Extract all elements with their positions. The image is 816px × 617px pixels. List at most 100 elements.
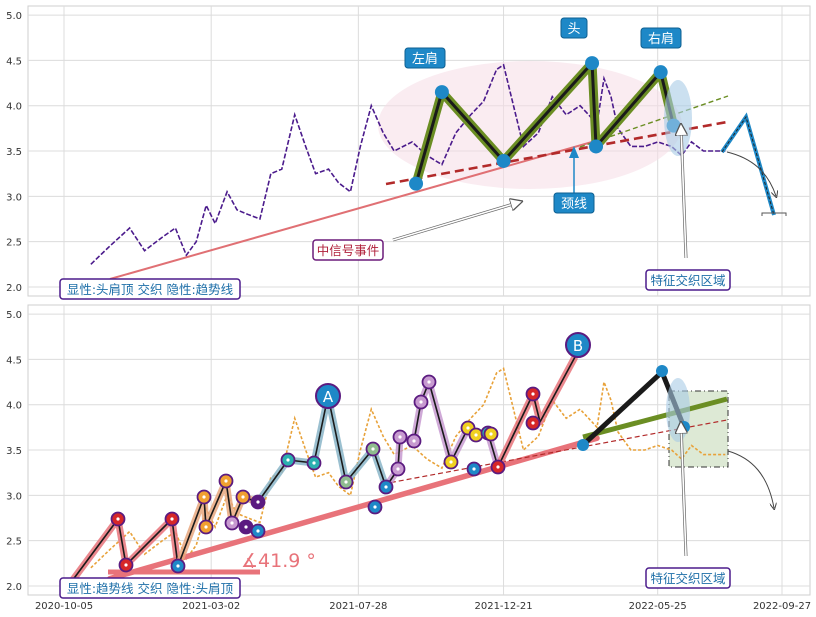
x-tick-3: 2021-12-21	[474, 601, 532, 612]
angle-label: ∡41.9 °	[241, 550, 316, 572]
top-footer-label: 显性:头肩顶 交织 隐性:趋势线	[59, 278, 241, 300]
x-tick-5: 2022-09-27	[753, 601, 811, 612]
bottom-pivot-1	[577, 439, 589, 451]
y-tick-6: 5.0	[6, 11, 22, 22]
y-tick-6: 5.0	[6, 310, 22, 321]
bottom-y-tick-labels: 2.0 2.5 3.0 3.5 4.0 4.5 5.0	[6, 310, 22, 593]
note-marker-dot-29	[496, 465, 500, 469]
note-marker-dot-11	[256, 529, 260, 533]
note-marker-dot-7	[230, 521, 234, 525]
note-marker-dot-5	[204, 525, 208, 529]
right-shoulder-highlight	[664, 80, 692, 156]
feature-region-label-bottom: 特征交织区域	[645, 567, 731, 589]
trendline-main	[106, 435, 600, 582]
bottom-footer-label: 显性:趋势线 交织 隐性:头肩顶	[59, 577, 241, 599]
svg-text:右肩: 右肩	[648, 31, 674, 47]
pivot-point-1	[434, 85, 449, 100]
svg-text:显性:趋势线 交织 隐性:头肩顶: 显性:趋势线 交织 隐性:头肩顶	[67, 581, 234, 596]
x-tick-4: 2022-05-25	[629, 601, 687, 612]
note-marker-dot-22	[427, 380, 431, 384]
note-marker-dot-31	[531, 421, 535, 425]
pattern-highlight-ellipse	[378, 61, 682, 189]
projection-target-bracket	[761, 212, 787, 216]
pivot-point-2	[496, 153, 511, 168]
pivot-point-3	[585, 56, 600, 71]
svg-text:显性:头肩顶 交织 隐性:趋势线: 显性:头肩顶 交织 隐性:趋势线	[67, 282, 234, 297]
note-marker-dot-19	[398, 435, 402, 439]
note-marker-dot-4	[202, 495, 206, 499]
note-marker-dot-3	[176, 564, 180, 568]
y-tick-5: 4.5	[6, 355, 22, 366]
svg-text:A: A	[323, 388, 334, 406]
bottom-pivot-2	[656, 365, 668, 377]
x-tick-2: 2021-07-28	[329, 601, 387, 612]
note-marker-dot-27	[472, 467, 476, 471]
top-y-tick-labels: 2.0 2.5 3.0 3.5 4.0 4.5 5.0	[6, 11, 22, 294]
y-tick-3: 3.5	[6, 446, 22, 457]
note-marker-dot-13	[312, 461, 316, 465]
note-marker-dot-16	[373, 505, 377, 509]
note-marker-dot-1	[124, 563, 128, 567]
y-tick-5: 4.5	[6, 56, 22, 67]
note-marker-dot-24	[466, 426, 470, 430]
signal-event-label: 中信号事件	[312, 239, 384, 261]
note-marker-dot-8	[241, 495, 245, 499]
svg-text:颈线: 颈线	[561, 197, 587, 212]
y-tick-0: 2.0	[6, 283, 22, 294]
note-marker-dot-12	[286, 458, 290, 462]
note-marker-dot-14	[344, 480, 348, 484]
x-tick-1: 2021-03-02	[182, 601, 240, 612]
note-marker-dot-20	[412, 439, 416, 443]
y-tick-0: 2.0	[6, 582, 22, 593]
bottom-curved-arrow	[727, 450, 774, 508]
pattern-pivot-points	[409, 56, 681, 191]
green-trend-segment	[582, 396, 728, 440]
note-marker-dot-9	[244, 525, 248, 529]
svg-text:特征交织区域: 特征交织区域	[650, 571, 725, 586]
note-marker-dot-21	[419, 400, 423, 404]
marker-b: B	[565, 332, 591, 358]
note-marker-dot-6	[224, 479, 228, 483]
svg-text:头: 头	[567, 22, 580, 37]
y-tick-4: 4.0	[6, 102, 22, 113]
note-marker-dot-0	[116, 517, 120, 521]
pivot-point-4	[589, 139, 604, 154]
x-tick-0: 2020-10-05	[35, 601, 93, 612]
trend-support-line	[109, 137, 607, 280]
pivot-point-5	[653, 65, 668, 80]
note-marker-dot-17	[384, 485, 388, 489]
feature-region-label-top: 特征交织区域	[645, 269, 731, 291]
svg-text:中信号事件: 中信号事件	[317, 243, 380, 258]
projection-path-core	[721, 115, 775, 216]
y-tick-2: 3.0	[6, 491, 22, 502]
note-marker-dot-2	[170, 517, 174, 521]
note-marker-dot-23	[449, 460, 453, 464]
y-tick-3: 3.5	[6, 147, 22, 158]
y-tick-1: 2.5	[6, 238, 22, 249]
x-tick-labels: 2020-10-05 2021-03-02 2021-07-28 2021-12-21…	[35, 601, 811, 612]
note-marker-dot-18	[396, 467, 400, 471]
pivot-point-0	[409, 176, 424, 191]
note-marker-dot-15	[371, 447, 375, 451]
svg-text:特征交织区域: 特征交织区域	[650, 273, 725, 288]
curved-pointer-arrow	[726, 151, 776, 196]
top-panel: 2.0 2.5 3.0 3.5 4.0 4.5 5.0 左肩 头 右肩	[6, 5, 811, 300]
note-marker-dot-25	[474, 433, 478, 437]
feature-region-arrow-inner	[681, 126, 686, 259]
svg-text:左肩: 左肩	[412, 51, 438, 67]
y-tick-4: 4.0	[6, 401, 22, 412]
bottom-panel: 2.0 2.5 3.0 3.5 4.0 4.5 5.0 2020-10-05 2021-03-…	[6, 304, 811, 612]
bottom-feature-arrow-inner	[681, 424, 686, 557]
note-markers	[110, 374, 541, 574]
wave-segment-core-4	[497, 356, 576, 468]
label-right-shoulder: 右肩	[640, 27, 682, 49]
y-tick-1: 2.5	[6, 537, 22, 548]
note-marker-dot-30	[531, 392, 535, 396]
label-left-shoulder: 左肩	[404, 47, 446, 69]
y-tick-2: 3.0	[6, 192, 22, 203]
signal-event-arrow-inner	[392, 202, 520, 241]
label-head: 头	[560, 17, 588, 39]
price-series-line	[90, 63, 726, 265]
note-marker-dot-28	[489, 432, 493, 436]
